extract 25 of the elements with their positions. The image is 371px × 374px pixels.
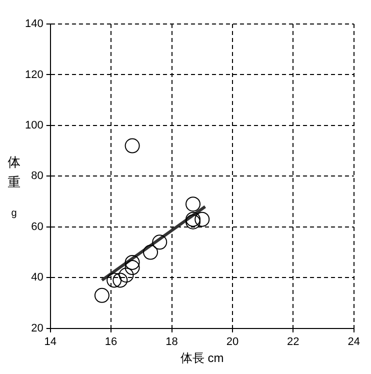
y-tick-label: 120 xyxy=(24,68,44,81)
x-axis-title: 体長 cm xyxy=(180,351,224,366)
point xyxy=(143,244,158,260)
point xyxy=(152,234,168,250)
point xyxy=(118,268,134,283)
x-tick-label: 20 xyxy=(226,336,239,348)
y-tick-label: 40 xyxy=(31,272,44,284)
point xyxy=(186,196,201,212)
y-tick-label: 140 xyxy=(24,18,44,30)
y-tick-label: 80 xyxy=(31,170,44,182)
y-tick-label: 100 xyxy=(24,120,44,132)
x-tick-label: 14 xyxy=(44,336,56,348)
point xyxy=(106,272,122,288)
y-tick-label: 20 xyxy=(31,322,44,334)
point xyxy=(194,212,210,227)
x-tick-label: 22 xyxy=(287,336,300,348)
point xyxy=(112,272,128,288)
y-tick-label: 60 xyxy=(31,220,44,233)
point xyxy=(124,254,140,270)
point xyxy=(124,138,140,154)
point xyxy=(94,288,110,303)
x-tick-label: 18 xyxy=(166,336,178,348)
x-tick-label: 16 xyxy=(104,336,118,348)
point xyxy=(124,260,140,276)
x-tick-label: 24 xyxy=(348,336,360,348)
